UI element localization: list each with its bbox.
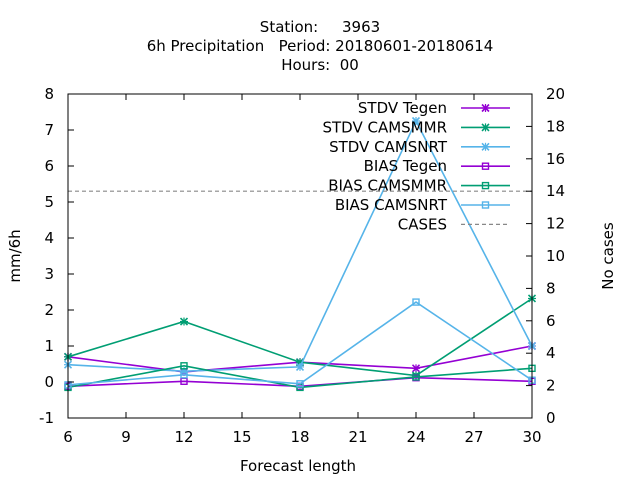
x-tick-label: 15 (232, 428, 251, 446)
y2-tick-label: 14 (546, 182, 565, 200)
data-point (296, 380, 304, 388)
y2-tick-label: 8 (546, 279, 556, 297)
data-point (411, 364, 421, 373)
y2-tick-label: 20 (546, 85, 565, 103)
legend-entry: BIAS Tegen (364, 157, 510, 175)
legend-marker (481, 103, 490, 113)
legend-marker (481, 142, 490, 151)
legend-entry: STDV Tegen (358, 99, 510, 117)
legend-marker (481, 201, 490, 209)
legend-label: CASES (398, 215, 447, 233)
x-tick-label: 12 (174, 428, 193, 446)
x-tick-label: 24 (406, 428, 425, 446)
legend-entry: BIAS CAMSNRT (335, 196, 510, 214)
legend-entry: BIAS CAMSMMR (328, 177, 510, 195)
y-axis-label: mm/6h (6, 229, 24, 282)
y2-tick-label: 12 (546, 215, 565, 233)
x-axis-label: Forecast length (240, 457, 356, 475)
y2-tick-label: 6 (546, 312, 556, 330)
y2-tick-label: 4 (546, 344, 556, 362)
y2-axis-label: No cases (599, 222, 617, 290)
legend-label: STDV Tegen (358, 99, 447, 117)
y2-tick-label: 16 (546, 150, 565, 168)
x-tick-label: 27 (464, 428, 483, 446)
data-point (295, 362, 305, 371)
y-tick-label: 5 (44, 193, 54, 211)
chart-title-line-3: Hours: 00 (281, 56, 359, 74)
chart-title-line-2: 6h Precipitation Period: 20180601-201806… (146, 37, 494, 55)
y-tick-label: 1 (44, 337, 54, 355)
y-tick-label: 0 (44, 373, 54, 391)
y2-tick-label: 18 (546, 117, 565, 135)
data-point (412, 298, 420, 306)
axis-layer: 6 9 12 15 18 21 24 27 30-10123456780246810121416… (39, 85, 565, 446)
legend-label: BIAS CAMSMMR (328, 177, 447, 195)
y-tick-label: -1 (39, 409, 54, 427)
legend-entry: CASES (398, 215, 510, 233)
y-tick-label: 3 (44, 265, 54, 283)
y2-tick-label: 0 (546, 409, 556, 427)
y-tick-label: 8 (44, 85, 54, 103)
data-point (179, 317, 189, 326)
x-tick-label: 30 (522, 428, 541, 446)
y-tick-label: 7 (44, 121, 54, 139)
y2-tick-label: 2 (546, 377, 556, 395)
x-tick-label: 21 (348, 428, 367, 446)
data-point (180, 371, 188, 379)
legend-label: STDV CAMSNRT (329, 138, 448, 156)
data-point (412, 373, 420, 381)
legend-marker (481, 123, 490, 132)
chart-title-line-1: Station: 3963 (259, 18, 381, 36)
legend-label: STDV CAMSMMR (322, 118, 447, 136)
legend-entry: STDV CAMSMMR (322, 118, 510, 136)
legend-label: BIAS Tegen (364, 157, 447, 175)
legend-label: BIAS CAMSNRT (335, 196, 448, 214)
x-tick-label: 9 (121, 428, 131, 446)
y-tick-label: 4 (44, 229, 54, 247)
data-point (180, 362, 188, 370)
y-tick-label: 6 (44, 157, 54, 175)
legend-entry: STDV CAMSNRT (329, 138, 510, 156)
legend-marker (481, 162, 490, 170)
series-layer (63, 116, 537, 392)
y-tick-label: 2 (44, 301, 54, 319)
series-line (67, 301, 533, 386)
x-tick-label: 6 (63, 428, 73, 446)
x-tick-label: 18 (290, 428, 309, 446)
data-point (411, 116, 421, 126)
y2-tick-label: 10 (546, 247, 565, 265)
legend-marker (481, 181, 490, 190)
